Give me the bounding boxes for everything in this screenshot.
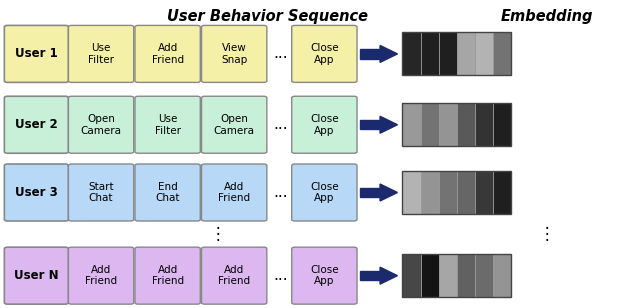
Polygon shape [380,45,397,62]
Text: ⋮: ⋮ [539,225,555,243]
Bar [360,271,380,280]
Bar [420,254,439,297]
Bar [402,254,511,297]
FancyBboxPatch shape [68,164,134,221]
Text: Add
Friend: Add Friend [152,265,183,286]
Text: Close
App: Close App [310,182,339,203]
Text: Add
Friend: Add Friend [218,265,250,286]
Text: Add
Friend: Add Friend [152,43,183,65]
FancyBboxPatch shape [135,164,200,221]
Text: ⋮: ⋮ [210,225,226,243]
Text: User N: User N [14,269,58,282]
Bar [493,254,511,297]
Text: ...: ... [274,47,289,61]
Bar [420,32,439,75]
Bar [475,32,493,75]
Bar [420,103,439,146]
Bar [420,171,439,214]
Text: Close
App: Close App [310,43,339,65]
Text: Add
Friend: Add Friend [85,265,117,286]
Text: Close
App: Close App [310,265,339,286]
FancyBboxPatch shape [292,164,357,221]
FancyBboxPatch shape [68,247,134,304]
Text: Add
Friend: Add Friend [218,182,250,203]
FancyBboxPatch shape [4,96,68,153]
FancyBboxPatch shape [68,96,134,153]
Bar [402,254,420,297]
Bar [475,171,493,214]
FancyBboxPatch shape [4,164,68,221]
Text: Close
App: Close App [310,114,339,136]
FancyBboxPatch shape [135,26,200,82]
Bar [360,49,380,59]
Bar [457,254,475,297]
FancyBboxPatch shape [4,26,68,82]
Bar [402,171,420,214]
Polygon shape [380,267,397,284]
Bar [493,103,511,146]
Bar [457,171,475,214]
Bar [402,32,420,75]
FancyBboxPatch shape [292,96,357,153]
Bar [439,32,457,75]
Polygon shape [380,116,397,133]
Text: User 3: User 3 [15,186,58,199]
Bar [493,32,511,75]
FancyBboxPatch shape [135,96,200,153]
FancyBboxPatch shape [68,26,134,82]
Text: ...: ... [274,268,289,283]
Bar [457,32,475,75]
FancyBboxPatch shape [202,247,267,304]
Bar [457,103,475,146]
Bar [402,103,511,146]
Polygon shape [380,184,397,201]
Text: Use
Filter: Use Filter [88,43,114,65]
FancyBboxPatch shape [292,26,357,82]
FancyBboxPatch shape [135,247,200,304]
Bar [402,32,511,75]
Text: Use
Filter: Use Filter [155,114,180,136]
Text: Start
Chat: Start Chat [88,182,114,203]
Text: End
Chat: End Chat [156,182,180,203]
Text: User 2: User 2 [15,118,58,131]
FancyBboxPatch shape [4,247,68,304]
Text: ...: ... [274,117,289,132]
Bar [439,171,457,214]
Bar [360,120,380,129]
Text: Embedding: Embedding [501,9,593,24]
Text: Open
Camera: Open Camera [214,114,254,136]
FancyBboxPatch shape [202,96,267,153]
FancyBboxPatch shape [202,26,267,82]
Bar [360,188,380,197]
FancyBboxPatch shape [202,164,267,221]
Bar [493,171,511,214]
Text: User 1: User 1 [15,47,58,60]
FancyBboxPatch shape [292,247,357,304]
Bar [439,103,457,146]
Text: ...: ... [274,185,289,200]
Bar [402,103,420,146]
Text: Open
Camera: Open Camera [81,114,121,136]
Bar [402,171,511,214]
Bar [475,103,493,146]
Text: View
Snap: View Snap [221,43,248,65]
Text: User Behavior Sequence: User Behavior Sequence [167,9,368,24]
Bar [439,254,457,297]
Bar [475,254,493,297]
